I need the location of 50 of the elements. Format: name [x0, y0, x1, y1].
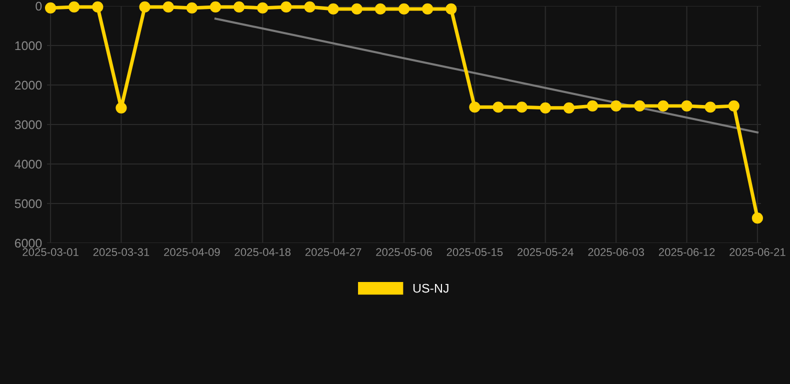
point [634, 100, 646, 112]
x-tick-label: 2025-04-27 [305, 248, 362, 256]
y-tick-label: 2000 [14, 80, 42, 90]
point [728, 100, 740, 112]
x-tick-label: 2025-06-03 [588, 248, 644, 256]
point [233, 1, 245, 13]
point [92, 1, 104, 13]
x-tick-label: 2025-05-06 [376, 248, 432, 256]
y-tick-label: 6000 [14, 238, 42, 248]
point [422, 3, 434, 15]
point [516, 102, 528, 113]
y-tick-label: 4000 [14, 160, 42, 169]
point [351, 3, 362, 15]
point [540, 102, 551, 114]
point [398, 3, 410, 15]
point [328, 3, 339, 15]
point [162, 1, 174, 13]
x-tick-label: 2025-06-21 [730, 248, 786, 256]
x-tick-label: 2025-03-01 [22, 248, 78, 256]
point [186, 2, 198, 14]
point [586, 100, 598, 112]
point [304, 1, 316, 13]
point [44, 2, 56, 14]
point [210, 1, 222, 13]
x-tick-label: 2025-04-09 [164, 248, 220, 256]
x-tick-label: 2025-05-24 [518, 248, 574, 256]
point [492, 102, 504, 113]
point [257, 2, 268, 14]
point [139, 1, 150, 13]
point [374, 3, 386, 15]
point [704, 102, 716, 113]
point [116, 102, 127, 114]
point [658, 100, 669, 112]
x-tick-label: 2025-03-31 [93, 248, 150, 256]
point [446, 3, 457, 15]
legend-label: US-NJ [413, 284, 448, 293]
y-tick-label: 5000 [14, 199, 42, 208]
point [610, 100, 622, 112]
point [280, 1, 292, 13]
y-tick-label: 3000 [14, 120, 42, 130]
x-tick-label: 2025-04-18 [234, 248, 291, 256]
x-tick-label: 2025-06-12 [658, 248, 715, 256]
y-tick-label: 0 [36, 2, 42, 11]
x-tick-label: 2025-05-15 [446, 248, 503, 256]
point [68, 1, 80, 13]
point [752, 212, 764, 224]
point [469, 102, 480, 113]
point [563, 102, 575, 114]
y-tick-label: 1000 [15, 41, 42, 50]
point [681, 100, 692, 112]
